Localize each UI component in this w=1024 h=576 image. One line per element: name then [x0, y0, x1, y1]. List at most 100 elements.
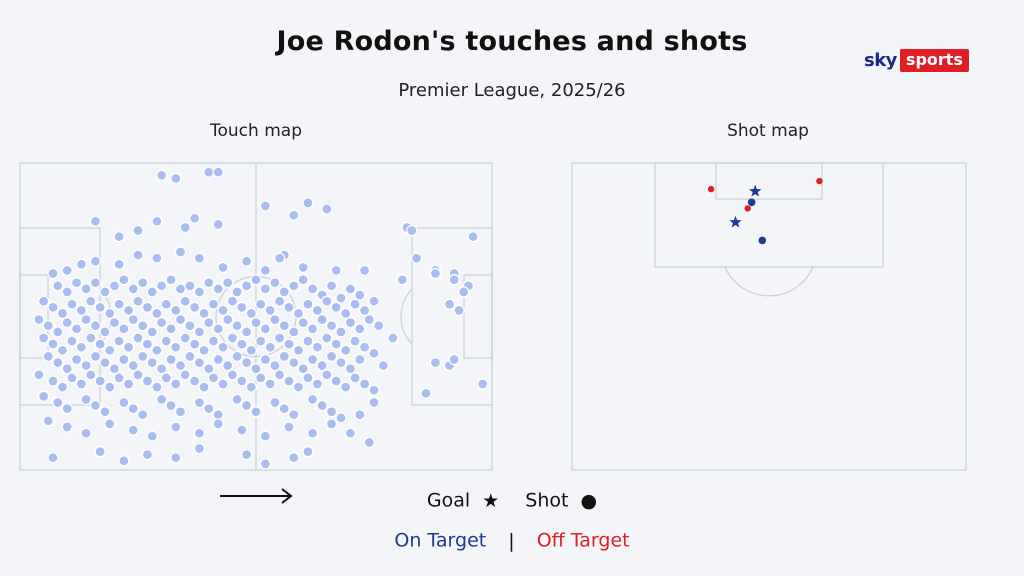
touch-point [165, 274, 177, 286]
touch-point [283, 338, 295, 350]
touch-point [330, 338, 342, 350]
touch-point [259, 283, 272, 295]
touch-point [160, 335, 172, 347]
touch-point [193, 396, 206, 409]
touch-point [61, 264, 73, 277]
touch-point [188, 375, 201, 387]
touch-point [325, 320, 338, 332]
touch-point [179, 369, 191, 381]
touch-point [273, 332, 286, 344]
touch-point [118, 353, 130, 366]
touch-point [118, 323, 130, 335]
touch-point [155, 169, 168, 181]
touch-point [132, 295, 144, 307]
touch-point [146, 326, 158, 338]
touch-point [373, 320, 385, 332]
touch-point [410, 252, 423, 264]
touch-point [132, 332, 144, 344]
touch-left-six-yard-box [19, 274, 49, 359]
touch-point [89, 320, 102, 332]
touch-point [94, 445, 106, 458]
shot-six-yard-box [715, 162, 823, 200]
touch-point [47, 375, 59, 387]
legend-shot-circle-icon: ● [580, 489, 598, 512]
touch-point [89, 399, 102, 412]
touch-point [165, 399, 177, 412]
touch-point [99, 356, 111, 369]
touch-point [236, 424, 248, 436]
shot-off-target-marker [707, 185, 715, 193]
touch-point [127, 283, 139, 295]
touch-point [396, 274, 408, 286]
touch-point [340, 344, 352, 356]
touch-point [297, 363, 309, 375]
touch-point [264, 304, 276, 317]
touch-point [132, 249, 144, 261]
touch-point [250, 316, 262, 329]
touch-point [56, 307, 69, 320]
touch-point [302, 298, 314, 310]
touch-point [368, 295, 380, 307]
touch-point [273, 369, 286, 381]
touch-point [226, 295, 239, 307]
touch-point [198, 381, 210, 393]
touch-point [288, 209, 300, 221]
touch-point [155, 280, 168, 292]
touch-point [141, 301, 154, 313]
touch-point [61, 286, 73, 298]
touch-point [306, 353, 319, 366]
touch-point [458, 286, 470, 298]
touch-point [99, 286, 111, 298]
touch-point [118, 455, 130, 467]
touch-point [89, 255, 102, 267]
touch-point [94, 375, 106, 387]
touch-point [269, 277, 281, 289]
shot-points [707, 177, 823, 245]
touch-map [19, 162, 493, 471]
chart-subtitle: Premier League, 2025/26 [398, 80, 626, 101]
touch-point [207, 335, 220, 347]
touch-point [113, 372, 125, 384]
touch-point [174, 283, 187, 295]
touch-point [122, 341, 135, 353]
touch-point [75, 304, 88, 317]
touch-point [259, 458, 272, 470]
touch-point [269, 396, 281, 409]
touch-point [278, 286, 290, 298]
touch-point [358, 378, 371, 390]
touch-point [170, 172, 182, 185]
touch-point [151, 252, 163, 264]
touch-point [151, 381, 163, 393]
touch-point [94, 338, 106, 350]
touch-point [476, 378, 489, 390]
shot-map-label: Shot map [727, 121, 809, 141]
touch-point [104, 307, 116, 320]
chart-title: Joe Rodon's touches and shots [276, 26, 748, 57]
touch-point [127, 424, 139, 436]
touch-point [80, 427, 92, 439]
touch-point [113, 298, 125, 310]
touch-point [288, 280, 300, 292]
touch-point [207, 298, 220, 310]
touch-pitch-lines [19, 162, 493, 471]
touch-point [255, 372, 267, 384]
touch-point [255, 335, 267, 347]
touch-point [363, 313, 375, 326]
touch-point [188, 338, 201, 350]
touch-point [335, 412, 347, 424]
touch-point [127, 313, 139, 326]
touch-point [75, 341, 88, 353]
touch-point [174, 359, 187, 372]
touch-point [316, 359, 328, 372]
logo-sky-text: sky [864, 49, 897, 71]
touch-point [66, 335, 78, 347]
touch-point [137, 277, 149, 289]
touch-point [212, 166, 224, 178]
touch-point [165, 353, 177, 366]
touch-point [354, 409, 366, 421]
touch-point [61, 363, 73, 375]
direction-arrow [220, 488, 293, 504]
touch-point [174, 406, 187, 418]
touch-point [52, 356, 64, 369]
touch-point [47, 301, 59, 313]
